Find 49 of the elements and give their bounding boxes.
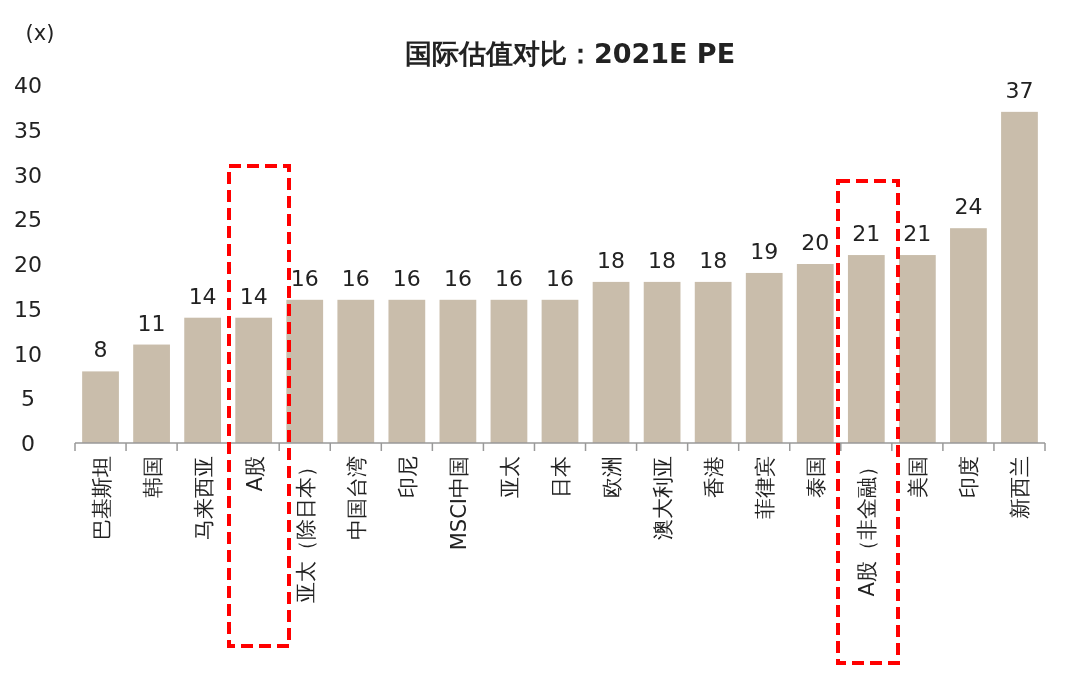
x-tick-label: 亚太（除日本） bbox=[293, 456, 318, 603]
x-tick-label: A股 bbox=[242, 456, 267, 492]
data-label: 21 bbox=[903, 221, 932, 247]
y-axis-title: (x) bbox=[25, 21, 55, 45]
x-tick-label: 新西兰 bbox=[1008, 456, 1033, 519]
data-label: 16 bbox=[443, 265, 472, 291]
y-tick-label: 15 bbox=[14, 296, 42, 322]
x-tick-label: 马来西亚 bbox=[191, 456, 216, 540]
x-tick-label: 欧洲 bbox=[600, 456, 625, 498]
data-label: 16 bbox=[494, 265, 523, 291]
data-label: 37 bbox=[1005, 77, 1034, 103]
x-tick-label: 中国台湾 bbox=[344, 456, 369, 540]
data-label: 11 bbox=[137, 310, 166, 336]
x-tick-label: 美国 bbox=[906, 456, 931, 498]
data-label: 16 bbox=[290, 265, 319, 291]
y-tick-label: 35 bbox=[14, 117, 42, 143]
data-label: 19 bbox=[750, 238, 779, 264]
data-label: 21 bbox=[852, 221, 881, 247]
x-tick-label: MSCI中国 bbox=[446, 456, 471, 551]
x-tick-label: 菲律宾 bbox=[753, 456, 778, 519]
x-tick-label: 澳大利亚 bbox=[651, 456, 676, 540]
data-label: 14 bbox=[239, 283, 268, 309]
x-tick-label: 泰国 bbox=[804, 456, 829, 498]
y-tick-label: 0 bbox=[21, 431, 35, 456]
data-label: 24 bbox=[954, 194, 983, 220]
x-tick-label: 印度 bbox=[957, 456, 982, 498]
data-label: 8 bbox=[93, 337, 108, 363]
data-label: 20 bbox=[801, 230, 830, 255]
y-tick-label: 10 bbox=[14, 341, 42, 367]
x-tick-label: 日本 bbox=[549, 456, 573, 498]
data-label: 18 bbox=[597, 247, 626, 273]
data-label: 18 bbox=[699, 247, 728, 273]
x-tick-label: 亚太 bbox=[497, 456, 522, 498]
y-tick-label: 40 bbox=[14, 73, 42, 98]
x-tick-label: 香港 bbox=[702, 456, 727, 498]
data-label: 18 bbox=[648, 247, 677, 273]
data-label: 16 bbox=[392, 265, 421, 291]
data-label: 16 bbox=[341, 265, 370, 291]
x-tick-label: 巴基斯坦 bbox=[89, 456, 114, 540]
y-tick-label: 30 bbox=[14, 162, 42, 188]
data-label: 14 bbox=[188, 283, 217, 309]
y-tick-label: 25 bbox=[14, 207, 42, 233]
chart-title: 国际估值对比：2021E PE bbox=[404, 38, 736, 69]
y-tick-label: 20 bbox=[14, 252, 42, 277]
x-tick-label: 韩国 bbox=[140, 456, 165, 498]
x-tick-label: 印尼 bbox=[395, 456, 420, 498]
y-tick-label: 5 bbox=[21, 386, 35, 412]
x-tick-label: A股（非金融） bbox=[855, 456, 880, 597]
data-label: 16 bbox=[546, 265, 574, 291]
